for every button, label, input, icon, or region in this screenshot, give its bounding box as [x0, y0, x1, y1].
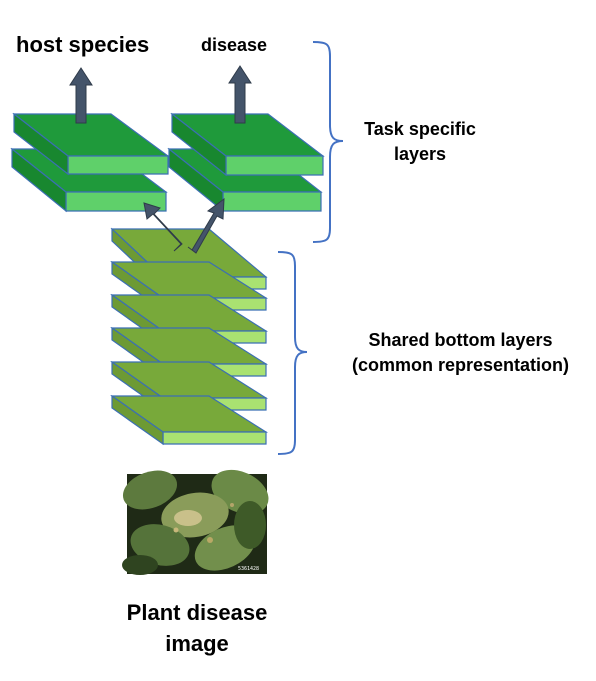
task-head-host-species: [10, 112, 170, 213]
task-specific-label-line1: Task specific: [364, 119, 476, 139]
task-specific-label: Task specific layers: [345, 117, 495, 167]
arrow-to-disease-head: [187, 197, 225, 254]
task-layer: [12, 112, 170, 176]
shared-layers-label: Shared bottom layers (common representat…: [328, 328, 593, 378]
photo-id-text: 5361428: [238, 566, 260, 572]
arrow-to-disease: [228, 65, 252, 124]
task-specific-brace: [312, 41, 344, 243]
shared-layers-label-line2: (common representation): [351, 355, 570, 375]
shared-layers-label-line1: Shared bottom layers: [368, 330, 553, 350]
task-layer: [170, 112, 325, 177]
plant-disease-photo: [122, 469, 269, 575]
input-caption-line2: image: [165, 631, 229, 656]
input-caption: Plant disease image: [106, 597, 288, 659]
shared-layers: [110, 227, 269, 446]
output-label-disease: disease: [201, 35, 268, 55]
output-label-host-species: host species: [16, 32, 150, 57]
input-caption-line1: Plant disease: [126, 600, 268, 625]
task-head-disease: [167, 112, 325, 213]
split-arrows: [143, 197, 225, 254]
arrow-to-host-head: [143, 202, 183, 252]
arrow-to-host-species: [69, 67, 93, 124]
shared-layer: [110, 394, 269, 446]
task-specific-label-line2: layers: [393, 144, 447, 164]
shared-brace: [277, 251, 308, 455]
output-arrows: [69, 65, 252, 124]
